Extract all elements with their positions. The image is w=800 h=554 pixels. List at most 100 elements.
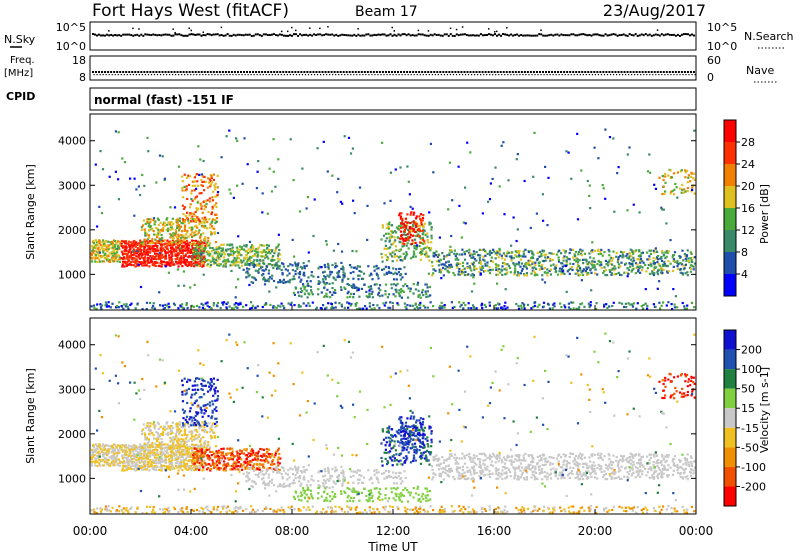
echo-cell (674, 182, 677, 186)
echo-cell (222, 243, 225, 246)
echo-cell (148, 228, 151, 231)
echo-cell (132, 464, 135, 467)
echo-cell (151, 263, 154, 266)
echo-cell (195, 207, 198, 210)
echo-cell (264, 268, 268, 271)
nsky-point (166, 33, 169, 36)
echo-cell (569, 307, 572, 311)
echo-cell (225, 250, 228, 253)
echo-cell (134, 449, 137, 452)
echo-cell (159, 221, 162, 224)
echo-cell (228, 188, 231, 191)
power-colorbar-label: Power [dB] (758, 184, 771, 244)
echo-cell (110, 447, 113, 450)
echo-cell (368, 292, 371, 295)
echo-cell (652, 268, 655, 271)
echo-cell (665, 255, 668, 258)
echo-cell (158, 237, 161, 240)
echo-cell (692, 256, 695, 259)
echo-cell (183, 449, 186, 452)
nsky-point (572, 33, 575, 36)
echo-cell (158, 291, 161, 294)
echo-cell (169, 440, 172, 443)
echo-cell (187, 423, 190, 426)
echo-cell (157, 233, 160, 237)
nave-point (178, 74, 180, 76)
echo-cell (328, 282, 331, 285)
echo-cell (533, 274, 536, 277)
echo-cell (172, 441, 175, 444)
echo-cell (574, 250, 577, 254)
nsky-point (122, 33, 125, 36)
echo-cell (673, 303, 676, 306)
echo-cell (340, 288, 343, 291)
echo-cell (242, 305, 245, 308)
echo-cell (157, 255, 160, 259)
echo-cell (289, 303, 292, 306)
echo-cell (178, 448, 181, 451)
echo-cell (174, 254, 177, 257)
echo-cell (200, 437, 203, 440)
echo-cell (248, 240, 252, 243)
echo-cell (127, 307, 130, 310)
echo-cell (125, 242, 128, 245)
echo-cell (152, 257, 155, 260)
echo-cell (686, 186, 689, 190)
echo-cell (258, 264, 261, 267)
echo-cell (693, 192, 696, 195)
echo-cell (602, 187, 605, 190)
echo-cell (679, 255, 682, 258)
echo-cell (186, 197, 189, 201)
echo-cell (152, 302, 155, 305)
echo-cell (598, 261, 601, 264)
echo-cell (515, 239, 518, 243)
echo-cell (220, 156, 223, 159)
echo-cell (542, 249, 546, 252)
nsky-point (520, 33, 523, 36)
nsky-point (600, 34, 603, 37)
echo-cell (199, 440, 202, 443)
echo-cell (171, 439, 174, 442)
echo-cell (310, 271, 313, 274)
echo-cell (187, 219, 190, 222)
freq-point (246, 71, 249, 73)
echo-cell (429, 249, 432, 252)
echo-cell (133, 253, 136, 256)
echo-cell (134, 456, 137, 459)
echo-cell (201, 241, 204, 244)
echo-cell (136, 447, 139, 450)
echo-cell (233, 303, 236, 306)
echo-cell (163, 239, 166, 242)
nave-point (335, 74, 337, 76)
plot-title: Fort Hays West (fitACF) (92, 1, 289, 21)
nsearch-point (172, 28, 174, 30)
echo-cell (168, 256, 171, 259)
echo-cell (137, 460, 140, 463)
echo-cell (351, 147, 354, 150)
echo-cell (155, 261, 158, 264)
echo-cell (124, 305, 127, 308)
echo-cell (196, 444, 200, 447)
echo-cell (114, 240, 117, 243)
echo-cell (517, 263, 520, 266)
echo-cell (278, 267, 281, 270)
echo-cell (679, 271, 682, 274)
echo-cell (415, 244, 419, 247)
echo-cell (190, 260, 193, 264)
echo-cell (576, 218, 580, 221)
echo-cell (311, 301, 314, 304)
echo-cell (400, 222, 403, 225)
echo-cell (236, 256, 239, 259)
echo-cell (176, 268, 180, 271)
echo-cell (187, 244, 190, 247)
echo-cell (555, 270, 558, 273)
echo-cell (464, 270, 467, 273)
echo-cell (143, 245, 146, 249)
echo-cell (110, 243, 113, 246)
echo-cell (455, 252, 458, 255)
echo-cell (158, 257, 162, 260)
echo-cell (626, 275, 629, 278)
echo-cell (337, 274, 340, 277)
echo-cell (211, 181, 214, 184)
freq-point (333, 71, 336, 73)
